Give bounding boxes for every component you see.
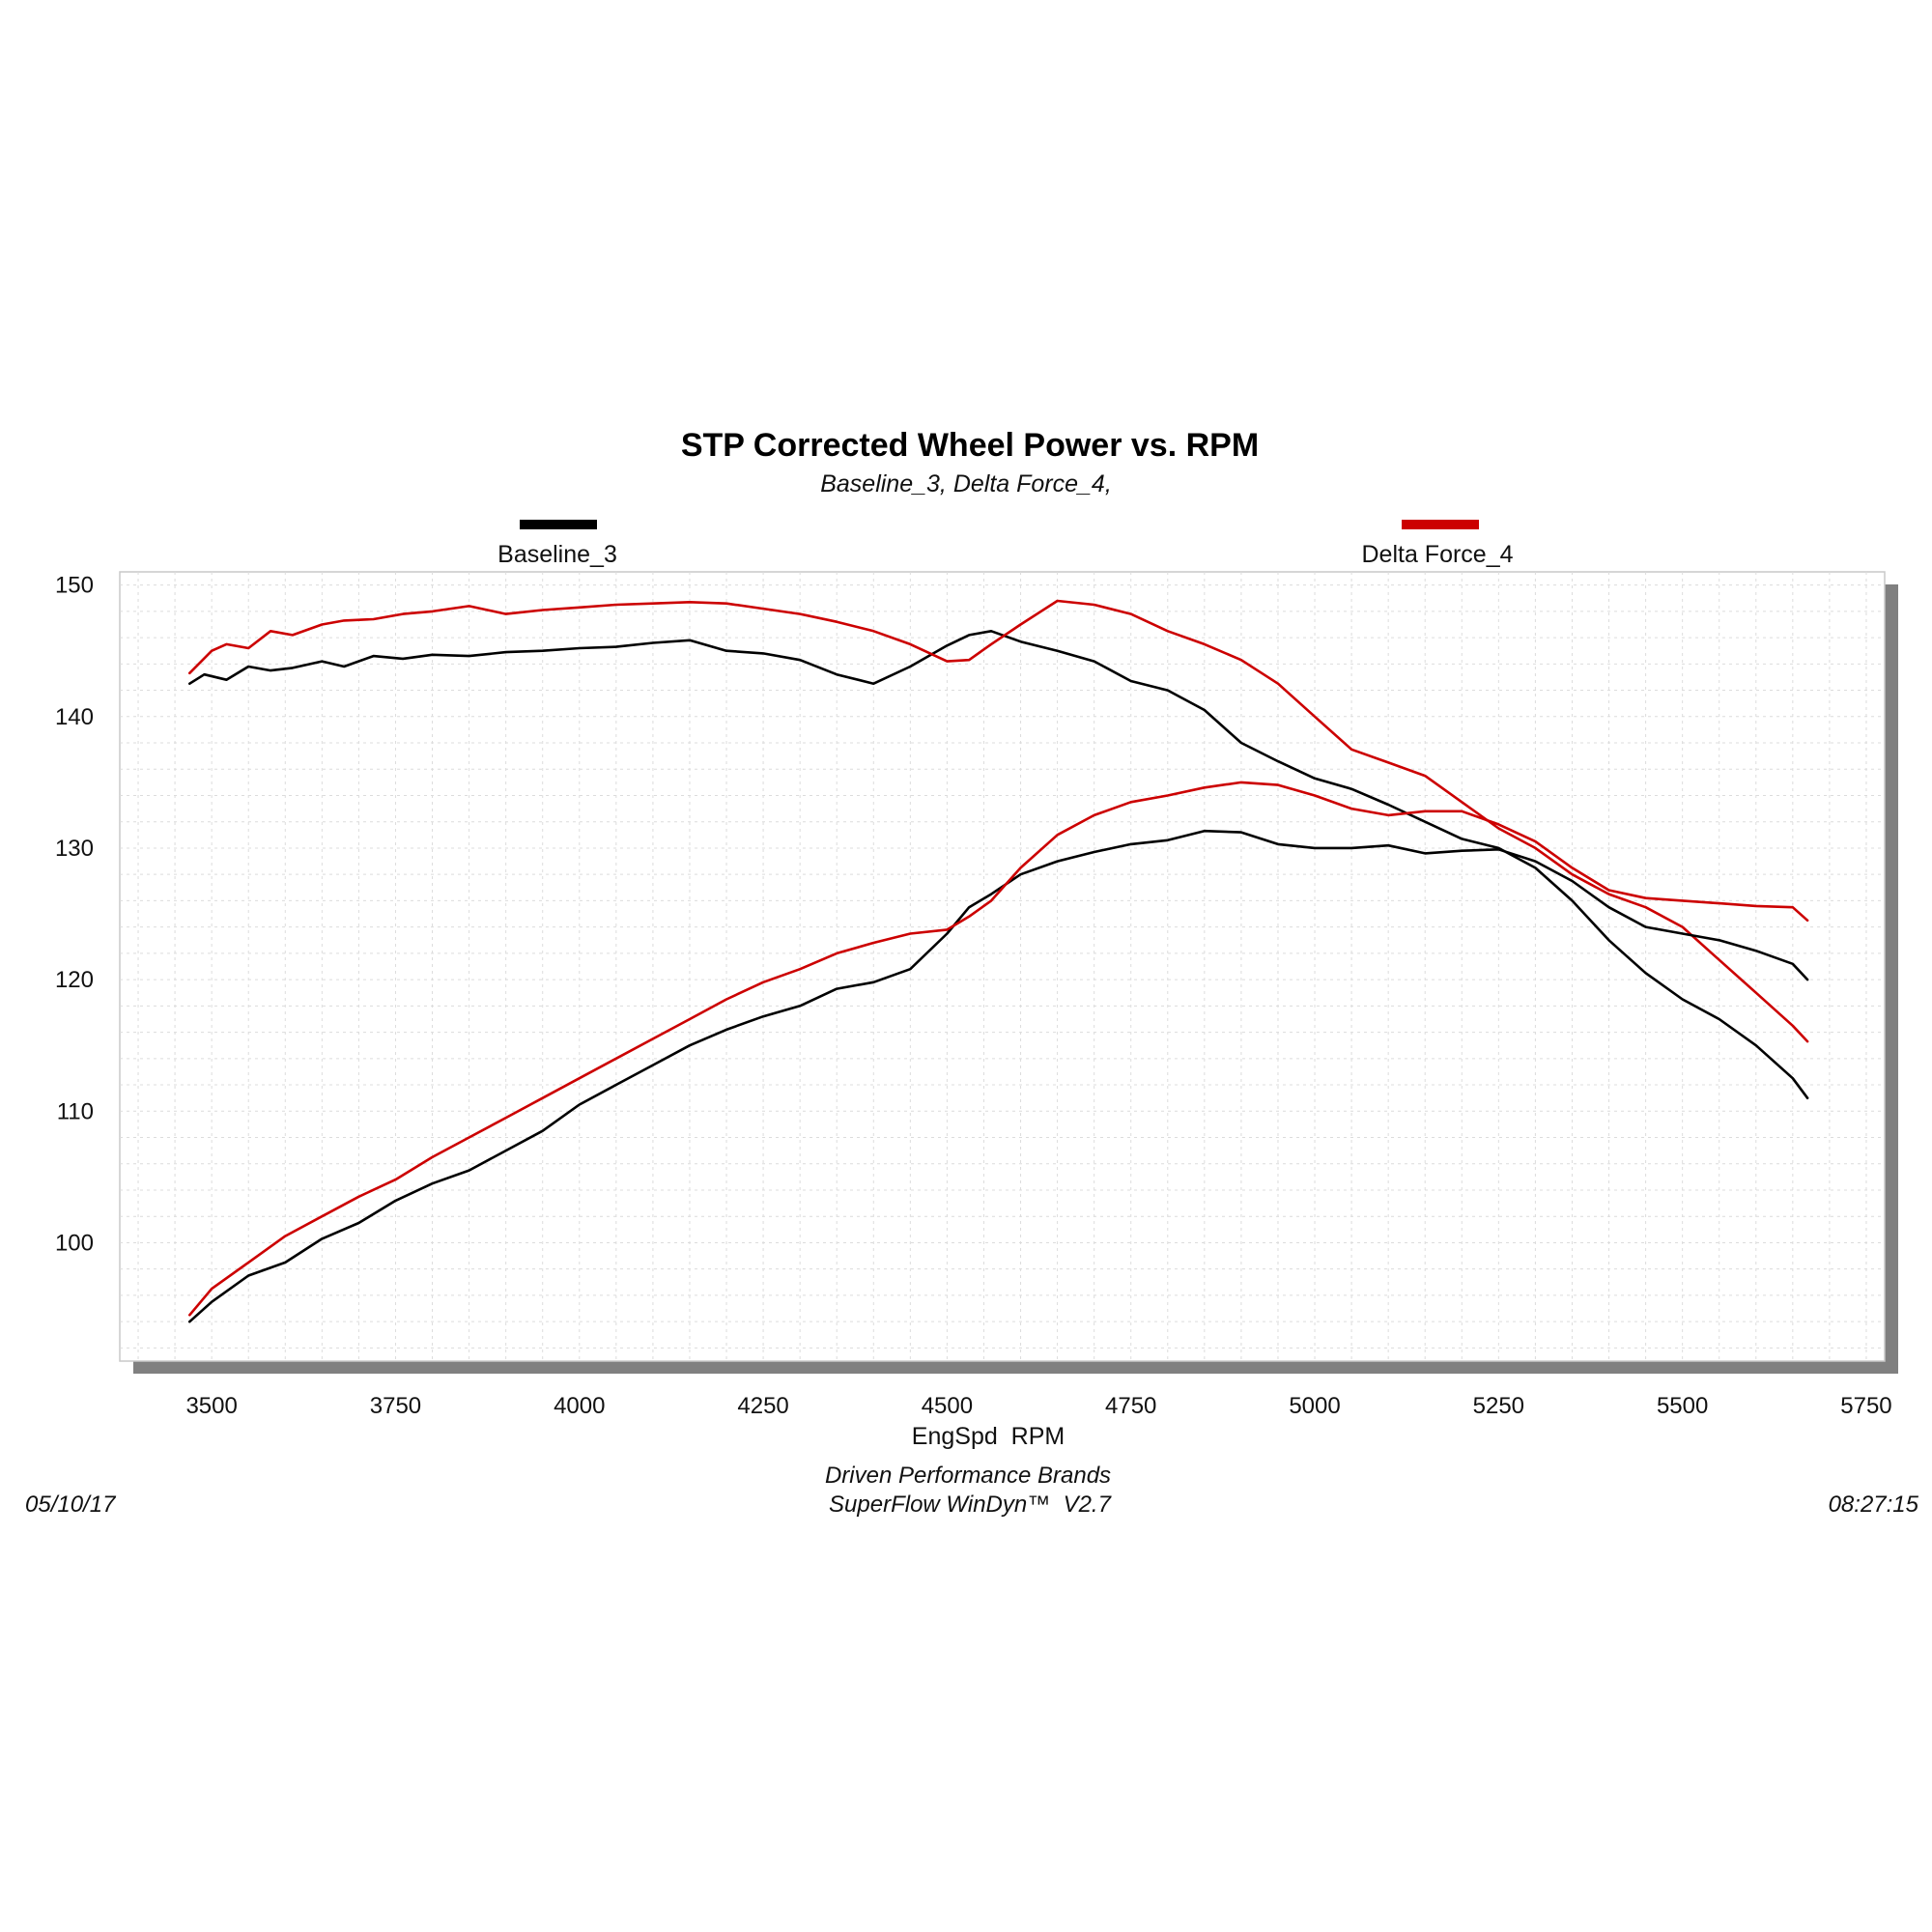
chart-subtitle: Baseline_3, Delta Force_4, [820,470,1112,497]
y-tick-label: 150 [55,573,94,599]
series-line-delta-force-4-power [188,781,1809,1317]
series-line-baseline-3-torque [188,629,1809,1099]
x-tick-label: 5750 [1840,1393,1891,1419]
x-tick-label: 5250 [1473,1393,1524,1419]
footer-date: 05/10/17 [25,1492,117,1518]
y-tick-label: 120 [55,967,94,993]
series-line-delta-force-4-torque [188,599,1809,1043]
x-axis-label: EngSpd RPM [912,1423,1065,1450]
y-tick-label: 100 [55,1230,94,1256]
legend: Baseline_3 Delta Force_4 [497,520,1514,568]
x-tick-label: 4750 [1105,1393,1156,1419]
x-tick-label: 5500 [1657,1393,1708,1419]
footer-software: SuperFlow WinDyn™ V2.7 [829,1492,1113,1518]
series-line-baseline-3-power [188,829,1809,1323]
y-tick-label: 140 [55,704,94,730]
grid-lines [120,572,1885,1361]
x-tick-label: 3750 [370,1393,421,1419]
series-layer [188,599,1809,1323]
legend-label-baseline: Baseline_3 [497,541,617,568]
x-tick-label: 4250 [737,1393,788,1419]
x-axis: 3500 3750 4000 4250 4500 4750 5000 5250 5500 5750 [185,1393,1891,1419]
chart-title: STP Corrected Wheel Power vs. RPM [681,427,1259,464]
legend-label-delta-force: Delta Force_4 [1361,541,1513,568]
legend-swatch-delta-force [1402,520,1479,529]
y-axis: 100 110 120 130 140 150 [55,573,94,1257]
plot-area [119,571,1886,1362]
legend-swatch-baseline [520,520,597,529]
footer-company: Driven Performance Brands [825,1463,1111,1489]
y-tick-label: 110 [57,1098,94,1124]
x-tick-label: 4000 [554,1393,605,1419]
y-tick-label: 130 [55,836,94,862]
footer-time: 08:27:15 [1829,1492,1919,1518]
x-tick-label: 5000 [1289,1393,1340,1419]
x-tick-label: 3500 [185,1393,237,1419]
x-tick-label: 4500 [922,1393,973,1419]
